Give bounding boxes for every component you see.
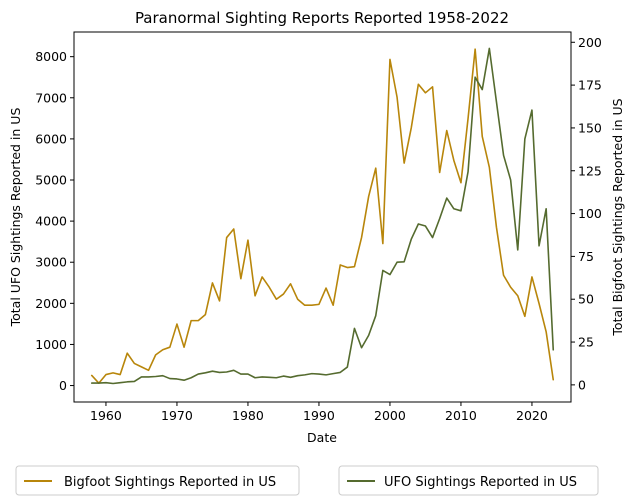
x-tick-label: 2020 xyxy=(516,408,548,423)
series-layer xyxy=(90,47,555,385)
legend-label-bigfoot: Bigfoot Sightings Reported in US xyxy=(64,475,276,490)
y-left-tick-label: 1000 xyxy=(35,337,67,352)
x-axis-label: Date xyxy=(307,430,337,445)
series-line-ufo xyxy=(90,47,555,385)
chart-title: Paranormal Sighting Reports Reported 195… xyxy=(135,9,509,27)
y-left-tick-label: 4000 xyxy=(35,214,67,229)
y-left-tick-label: 6000 xyxy=(35,131,67,146)
y-right-tick-label: 75 xyxy=(578,249,594,264)
y-right-tick-label: 100 xyxy=(578,206,602,221)
x-tick-label: 1970 xyxy=(161,408,193,423)
y-left-tick-label: 8000 xyxy=(35,49,67,64)
y-left-axis-ticks: 0 1000 2000 3000 4000 5000 6000 7000 8000 xyxy=(35,49,74,393)
y-right-tick-label: 175 xyxy=(578,78,602,93)
x-tick-label: 1990 xyxy=(303,408,335,423)
y-right-tick-label: 25 xyxy=(578,335,594,350)
y-right-tick-label: 200 xyxy=(578,35,602,50)
y-right-tick-label: 0 xyxy=(578,377,586,392)
x-tick-label: 1980 xyxy=(232,408,264,423)
legend-box-bigfoot xyxy=(15,465,300,496)
y-right-tick-label: 150 xyxy=(578,120,602,135)
y-right-axis-ticks: 0 25 50 75 100 125 150 175 200 xyxy=(571,35,602,392)
x-tick-label: 2000 xyxy=(374,408,406,423)
y-left-tick-label: 7000 xyxy=(35,90,67,105)
y-left-tick-label: 3000 xyxy=(35,255,67,270)
legend-box-ufo xyxy=(338,465,599,496)
x-tick-label: 1960 xyxy=(90,408,122,423)
legend: Bigfoot Sightings Reported in US UFO Sig… xyxy=(15,465,599,496)
y-left-axis-label: Total UFO Sightings Reported in US xyxy=(8,108,23,328)
series-line-bigfoot xyxy=(90,48,555,384)
y-left-tick-label: 2000 xyxy=(35,296,67,311)
x-axis-ticks: 1960 1970 1980 1990 2000 2010 2020 xyxy=(90,402,548,423)
y-left-tick-label: 0 xyxy=(59,378,67,393)
y-right-axis-label: Total Bigfoot Sightings Reported in US xyxy=(610,98,625,336)
legend-label-ufo: UFO Sightings Reported in US xyxy=(384,475,577,490)
y-left-tick-label: 5000 xyxy=(35,173,67,188)
y-right-tick-label: 125 xyxy=(578,163,602,178)
x-tick-label: 2010 xyxy=(445,408,477,423)
y-right-tick-label: 50 xyxy=(578,292,594,307)
plot-area-frame xyxy=(73,31,572,403)
